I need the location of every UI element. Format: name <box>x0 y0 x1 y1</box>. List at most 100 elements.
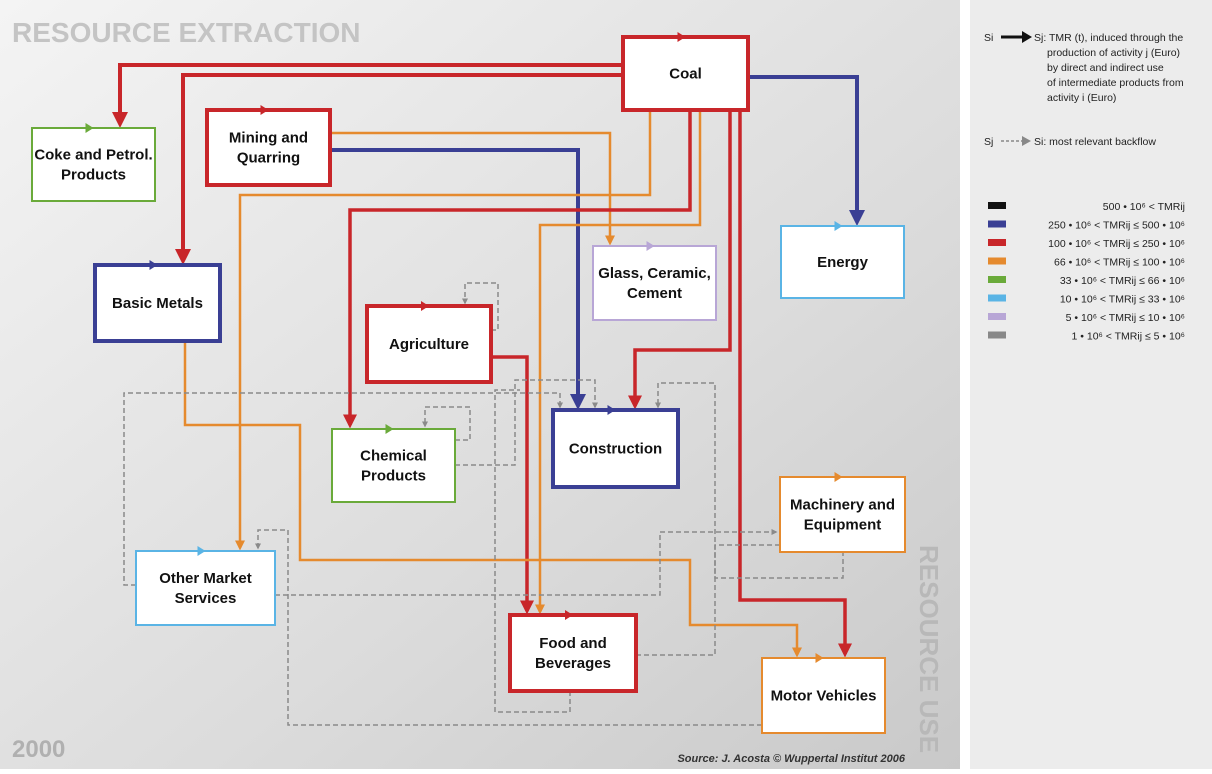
node-inlet <box>260 105 269 115</box>
node-box <box>508 613 638 693</box>
flow-arrow <box>535 110 702 615</box>
legend-item-label: 1 • 10⁶ < TMRij ≤ 5 • 10⁶ <box>1072 331 1186 343</box>
title: RESOURCE EXTRACTION <box>12 17 360 48</box>
legend-backflow-head <box>1022 136 1031 146</box>
node-inlet <box>565 610 573 620</box>
node-box <box>331 428 456 503</box>
year: 2000 <box>12 736 65 763</box>
legend-item-label: 10 • 10⁶ < TMRij ≤ 33 • 10⁶ <box>1060 294 1185 306</box>
node-inlet <box>85 123 94 133</box>
node-box <box>761 657 886 734</box>
legend-swatch <box>988 202 1006 209</box>
node-label: Cement <box>627 285 682 302</box>
node-box <box>551 408 680 489</box>
flow-arrow <box>175 73 623 265</box>
flow-arrow <box>628 110 732 410</box>
flow-arrow <box>235 110 652 551</box>
legend-panel <box>970 0 1212 769</box>
node-label: Glass, Ceramic, <box>598 265 711 282</box>
legend-item-label: 250 • 10⁶ < TMRij ≤ 500 • 10⁶ <box>1048 220 1185 232</box>
legend-flow-text: production of activity j (Euro) <box>1047 47 1180 59</box>
legend-item-label: 66 • 10⁶ < TMRij ≤ 100 • 10⁶ <box>1054 257 1185 269</box>
node-inlet <box>197 546 206 556</box>
node-box <box>135 550 276 626</box>
node-inlet <box>646 241 655 251</box>
node-label: Quarring <box>237 150 300 167</box>
backflow-arrow <box>494 389 571 713</box>
node-box <box>592 245 717 321</box>
backflow-arrow <box>422 406 471 441</box>
flow-arrow <box>343 110 692 429</box>
node-inlet <box>607 405 616 415</box>
node-label: Coke and Petrol. <box>34 147 152 164</box>
node-inlet <box>149 260 158 270</box>
node-label: Other Market <box>159 570 252 587</box>
flow-arrow <box>748 75 865 226</box>
edges <box>112 63 865 726</box>
node-box <box>31 127 156 202</box>
source: Source: J. Acosta © Wuppertal Institut 2… <box>677 753 905 765</box>
legend-flow-text: by direct and indirect use <box>1047 62 1164 74</box>
legend-swatch <box>988 239 1006 246</box>
node-inlet <box>834 221 843 231</box>
legend-item-label: 100 • 10⁶ < TMRij ≤ 250 • 10⁶ <box>1048 238 1185 250</box>
legend-flow-text: of intermediate products from <box>1047 77 1184 89</box>
backflow-arrow <box>123 392 563 586</box>
node-label: Agriculture <box>389 336 469 353</box>
side-label: RESOURCE USE <box>914 545 944 753</box>
legend-swatch <box>988 276 1006 283</box>
main-panel <box>0 0 960 769</box>
node-label: Energy <box>817 254 869 271</box>
legend: Si Sj: TMR (t), induced through the produc… <box>984 31 1185 343</box>
node-label: Products <box>361 468 426 485</box>
legend-swatch <box>988 220 1006 228</box>
node-box <box>779 476 906 553</box>
node-label: Motor Vehicles <box>771 688 877 705</box>
legend-backflow-text: Si: most relevant backflow <box>1034 136 1156 148</box>
flow-arrow <box>330 131 615 246</box>
legend-item-label: 500 • 10⁶ < TMRij <box>1103 201 1185 213</box>
legend-swatch <box>988 257 1006 265</box>
node-inlet <box>677 32 686 42</box>
backflow-arrow <box>636 382 716 656</box>
backflow-arrow <box>455 379 598 466</box>
node-box <box>780 225 905 299</box>
legend-swatch <box>988 294 1006 302</box>
node-box <box>621 35 750 112</box>
flow-arrow <box>330 148 586 410</box>
node-label: Equipment <box>804 517 882 534</box>
node-label: Beverages <box>535 655 611 672</box>
node-inlet <box>834 472 843 482</box>
node-label: Chemical <box>360 448 427 465</box>
legend-backflow-from: Sj <box>984 136 993 148</box>
node-inlet <box>815 653 824 663</box>
legend-flow-from: Si <box>984 32 993 44</box>
backflow-arrow <box>462 282 499 331</box>
node-label: Coal <box>669 66 702 83</box>
node-inlet <box>421 301 429 311</box>
node-label: Food and <box>539 635 607 652</box>
node-label: Basic Metals <box>112 295 203 312</box>
backflow-arrow <box>275 529 778 596</box>
legend-swatch <box>988 331 1006 339</box>
node-label: Machinery and <box>790 497 895 514</box>
node-label: Construction <box>569 441 662 458</box>
flow-arrow <box>738 110 852 658</box>
backflow-arrow <box>714 544 844 579</box>
legend-item-label: 33 • 10⁶ < TMRij ≤ 66 • 10⁶ <box>1060 275 1185 287</box>
node-label: Products <box>61 167 126 184</box>
flow-arrow <box>112 63 623 128</box>
node-box <box>93 263 222 343</box>
node-box <box>365 304 493 384</box>
nodes: Coal Coke and Petrol. Products Mining and Qu… <box>31 32 906 734</box>
backflow-arrow <box>255 529 762 726</box>
legend-item-label: 5 • 10⁶ < TMRij ≤ 10 • 10⁶ <box>1066 312 1185 324</box>
legend-flow-head <box>1022 31 1032 43</box>
node-label: Mining and <box>229 130 308 147</box>
legend-swatch <box>988 313 1006 320</box>
node-box <box>205 108 332 187</box>
legend-flow-text: Sj: TMR (t), induced through the <box>1034 32 1183 44</box>
flow-arrow <box>491 355 534 615</box>
legend-flow-text: activity i (Euro) <box>1047 92 1116 104</box>
